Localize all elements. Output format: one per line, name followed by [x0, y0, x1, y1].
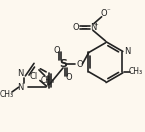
Text: +: + [93, 22, 98, 27]
Text: N: N [17, 83, 24, 92]
Text: S: S [59, 59, 67, 69]
Text: O: O [66, 73, 72, 82]
Text: CH₃: CH₃ [129, 67, 143, 76]
Text: O: O [100, 9, 107, 18]
Text: N: N [90, 23, 96, 32]
Text: O: O [54, 46, 61, 55]
Text: CH₃: CH₃ [41, 76, 55, 85]
Text: ⁻: ⁻ [106, 8, 110, 14]
Text: O: O [72, 23, 79, 32]
Text: CH₃: CH₃ [0, 90, 14, 99]
Text: Cl: Cl [30, 72, 38, 81]
Text: N: N [124, 47, 130, 56]
Text: =: = [80, 23, 87, 32]
Text: N: N [17, 69, 24, 78]
Text: O: O [76, 60, 83, 69]
